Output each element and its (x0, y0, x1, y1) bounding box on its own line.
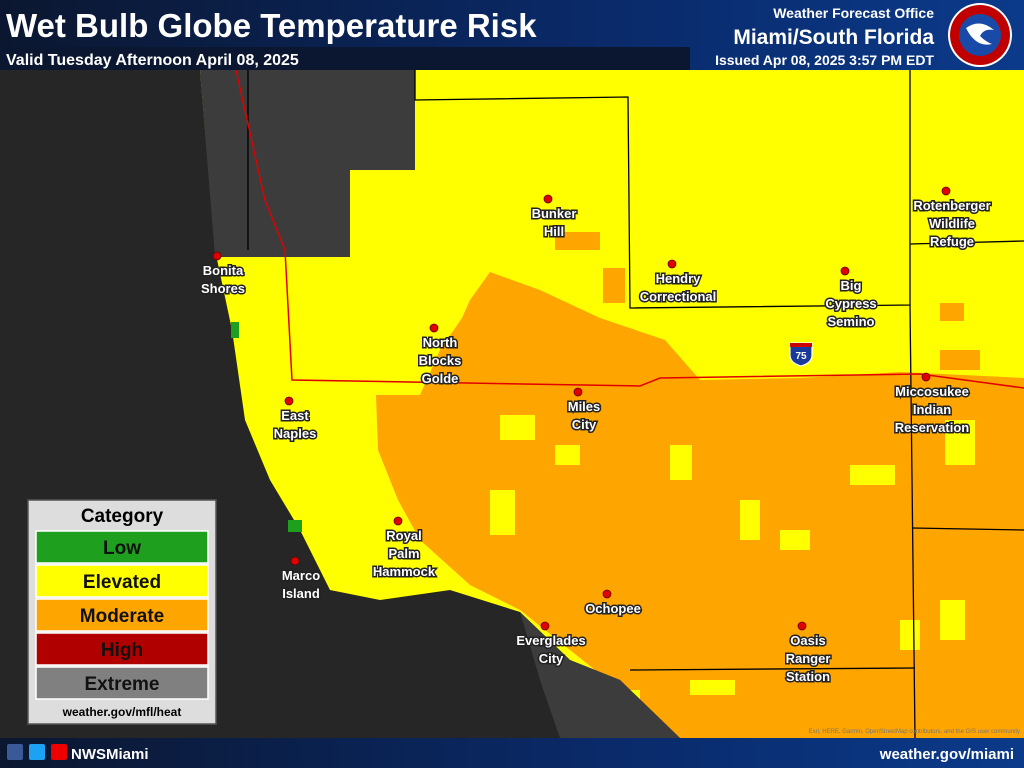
place-label: Rotenberger (913, 198, 990, 213)
place-label: Cypress (825, 296, 876, 311)
place-dot (540, 621, 550, 631)
place-label: Island (282, 586, 320, 601)
place-dot (212, 251, 222, 261)
place-dot (797, 621, 807, 631)
place-dot (602, 589, 612, 599)
valid-bar (0, 47, 690, 70)
place-label: Big (841, 278, 862, 293)
legend: Category weather.gov/mfl/heat Low Elevate… (27, 499, 217, 725)
place-label: Oasis (790, 633, 825, 648)
nws-logo (948, 3, 1012, 67)
place-label: Refuge (930, 234, 974, 249)
place-label: Correctional (640, 289, 717, 304)
title: Wet Bulb Globe Temperature Risk (6, 7, 537, 44)
place-dot (941, 186, 951, 196)
place-label: Royal (386, 528, 421, 543)
legend-swatch (35, 564, 209, 598)
moderate-patches (555, 232, 980, 370)
interstate-75 (235, 69, 1024, 389)
place-dot (840, 266, 850, 276)
highway-number: 75 (795, 351, 807, 362)
southern-land (520, 612, 680, 738)
place-dot (290, 556, 300, 566)
place-label: Naples (274, 426, 317, 441)
place-dot (573, 387, 583, 397)
place-label: Station (786, 669, 830, 684)
twitter-icon[interactable] (29, 744, 45, 760)
place-label: Wildlife (929, 216, 975, 231)
place-label: Miles (568, 399, 601, 414)
place-label: Ranger (786, 651, 831, 666)
legend-swatch (35, 530, 209, 564)
place-dot (667, 259, 677, 269)
moderate-area (376, 272, 1024, 738)
place-label: Bonita (203, 263, 244, 278)
legend-label: Low (103, 538, 141, 559)
legend-swatch (35, 632, 209, 666)
place-dot (429, 323, 439, 333)
office-label: Weather Forecast Office (773, 5, 934, 21)
place-label: Golde (422, 371, 459, 386)
place-label: Marco (282, 568, 320, 583)
place-label: Everglades (516, 633, 585, 648)
elevated-patches (490, 415, 975, 715)
place-label: Hendry (656, 271, 702, 286)
facebook-icon[interactable] (7, 744, 23, 760)
legend-url: weather.gov/mfl/heat (62, 705, 182, 719)
places: Bunker Hill Bonita Shores Hendry Correctional… (199, 186, 992, 686)
legend-swatch (35, 666, 209, 700)
place-dot (393, 516, 403, 526)
attribution: Esri, HERE, Garmin, OpenStreetMap contri… (809, 729, 1020, 735)
low-area (288, 520, 302, 532)
legend-label: Elevated (83, 572, 161, 593)
legend-label: High (101, 640, 143, 661)
highway-shield: 75 (789, 342, 813, 367)
place-label: Ochopee (585, 601, 641, 616)
place-label: Hammock (373, 564, 436, 579)
low-area (231, 322, 239, 338)
issued-time: Issued Apr 08, 2025 3:57 PM EDT (715, 52, 934, 68)
legend-label: Extreme (85, 674, 160, 695)
social-handle: NWSMiami (71, 746, 149, 763)
northern-land (200, 70, 415, 257)
place-label: City (539, 651, 564, 666)
place-label: Bunker (532, 206, 577, 221)
place-label: Palm (388, 546, 419, 561)
footer-url: weather.gov/miami (879, 746, 1014, 763)
legend-title: Category (81, 506, 164, 527)
office-name: Miami/South Florida (733, 26, 934, 49)
place-label: Reservation (895, 420, 969, 435)
place-label: Blocks (419, 353, 462, 368)
place-label: North (423, 335, 458, 350)
place-label: Miccosukee (895, 384, 969, 399)
place-dot (284, 396, 294, 406)
youtube-icon[interactable] (51, 744, 67, 760)
place-label: City (572, 417, 597, 432)
place-label: Hill (544, 224, 564, 239)
place-dot (543, 194, 553, 204)
place-label: Indian (913, 402, 951, 417)
place-label: Semino (828, 314, 875, 329)
county-lines (247, 70, 1024, 739)
place-dot (921, 372, 931, 382)
place-label: Shores (201, 281, 245, 296)
legend-swatch (35, 598, 209, 632)
footer-bar (0, 738, 1024, 768)
legend-label: Moderate (80, 606, 164, 627)
valid-time: Valid Tuesday Afternoon April 08, 2025 (6, 52, 299, 69)
place-label: East (281, 408, 309, 423)
